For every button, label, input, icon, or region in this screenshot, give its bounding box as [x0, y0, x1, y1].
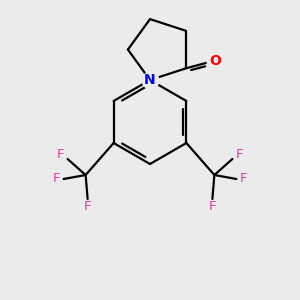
Text: F: F [57, 148, 64, 161]
Text: F: F [84, 200, 92, 214]
Text: F: F [53, 172, 60, 185]
Text: F: F [236, 148, 243, 161]
Text: F: F [208, 200, 216, 214]
Text: O: O [209, 54, 221, 68]
Text: F: F [240, 172, 247, 185]
Text: N: N [144, 73, 156, 87]
